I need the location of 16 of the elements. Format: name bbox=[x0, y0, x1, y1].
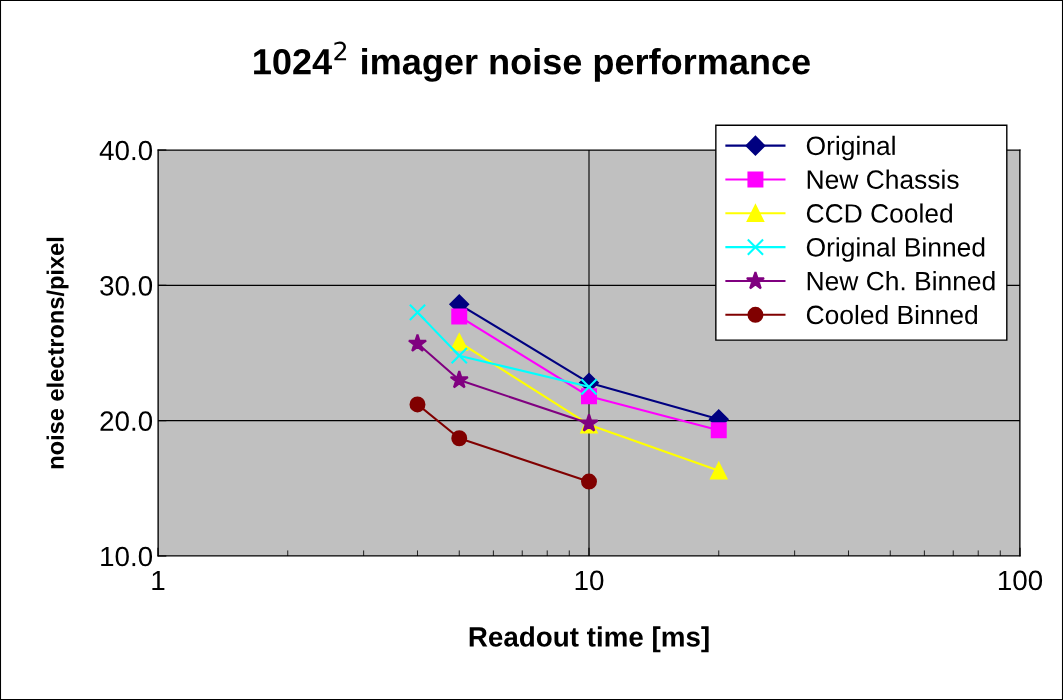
x-tick-label: 100 bbox=[998, 570, 1043, 591]
y-tick-label: 30.0 bbox=[100, 276, 153, 296]
x-tick-label: 1 bbox=[152, 570, 165, 591]
legend-label: Cooled Binned bbox=[806, 304, 977, 325]
legend-label: New Ch. Binned bbox=[807, 271, 995, 291]
legend-label: Original Binned bbox=[806, 237, 985, 262]
y-tick-label: 10.0 bbox=[101, 546, 153, 567]
chart-title: 1024$^{2}$ imager noise performance bbox=[254, 41, 810, 82]
legend-label: New Chassis bbox=[807, 169, 959, 189]
y-axis-title: noise electrons/pixel bbox=[46, 237, 69, 469]
x-axis-title: Readout time [ms] bbox=[469, 626, 709, 653]
legend-label: CCD Cooled bbox=[806, 203, 952, 223]
x-tick-label: 10 bbox=[575, 570, 604, 591]
y-tick-label: 40.0 bbox=[99, 140, 153, 161]
legend-label: Original bbox=[806, 135, 895, 161]
y-tick-label: 20.0 bbox=[100, 411, 153, 432]
